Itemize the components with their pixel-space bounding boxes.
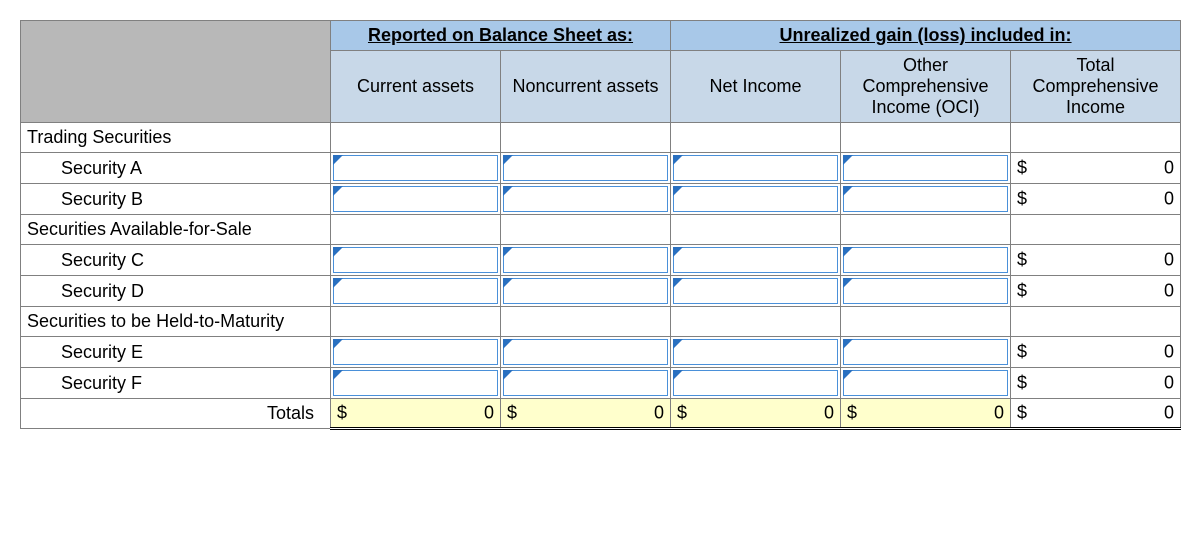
col-oci: Other Comprehensive Income (OCI) xyxy=(841,51,1011,123)
input-e-oci[interactable] xyxy=(843,339,1008,365)
header-group-balance-sheet: Reported on Balance Sheet as: xyxy=(331,21,671,51)
input-b-noncurrent[interactable] xyxy=(503,186,668,212)
totals-tci: $0 xyxy=(1011,399,1181,429)
input-c-noncurrent[interactable] xyxy=(503,247,668,273)
computed-c-value: 0 xyxy=(1164,250,1174,271)
row-security-a-label: Security A xyxy=(21,153,331,184)
totals-current: $0 xyxy=(331,399,501,429)
computed-a: $0 xyxy=(1011,153,1181,184)
header-group-unrealized: Unrealized gain (loss) included in: xyxy=(671,21,1181,51)
col-net-income: Net Income xyxy=(671,51,841,123)
totals-oci: $0 xyxy=(841,399,1011,429)
currency-symbol: $ xyxy=(1017,403,1027,424)
row-security-c: Security C $0 xyxy=(21,245,1181,276)
input-f-noncurrent[interactable] xyxy=(503,370,668,396)
row-security-e: Security E $0 xyxy=(21,337,1181,368)
row-security-c-label: Security C xyxy=(21,245,331,276)
currency-symbol: $ xyxy=(507,403,517,424)
row-security-b: Security B $0 xyxy=(21,184,1181,215)
totals-noncurrent-value: 0 xyxy=(654,403,664,424)
row-security-e-label: Security E xyxy=(21,337,331,368)
currency-symbol: $ xyxy=(677,403,687,424)
input-e-current[interactable] xyxy=(333,339,498,365)
row-security-f: Security F $0 xyxy=(21,368,1181,399)
header-group-unrealized-label: Unrealized gain (loss) included in: xyxy=(780,25,1072,45)
input-e-noncurrent[interactable] xyxy=(503,339,668,365)
header-row-groups: Reported on Balance Sheet as: Unrealized… xyxy=(21,21,1181,51)
input-d-netincome[interactable] xyxy=(673,278,838,304)
totals-tci-value: 0 xyxy=(1164,403,1174,424)
totals-netincome: $0 xyxy=(671,399,841,429)
input-c-netincome[interactable] xyxy=(673,247,838,273)
header-corner xyxy=(21,21,331,123)
input-d-current[interactable] xyxy=(333,278,498,304)
computed-c: $0 xyxy=(1011,245,1181,276)
totals-label: Totals xyxy=(21,399,331,429)
section-trading: Trading Securities xyxy=(21,123,1181,153)
row-security-a: Security A $0 xyxy=(21,153,1181,184)
currency-symbol: $ xyxy=(1017,189,1027,210)
header-group-balance-sheet-label: Reported on Balance Sheet as: xyxy=(368,25,633,45)
section-htm: Securities to be Held-to-Maturity xyxy=(21,307,1181,337)
col-total-ci: Total Comprehensive Income xyxy=(1011,51,1181,123)
input-b-current[interactable] xyxy=(333,186,498,212)
computed-e-value: 0 xyxy=(1164,342,1174,363)
currency-symbol: $ xyxy=(847,403,857,424)
row-security-b-label: Security B xyxy=(21,184,331,215)
input-d-oci[interactable] xyxy=(843,278,1008,304)
currency-symbol: $ xyxy=(1017,342,1027,363)
currency-symbol: $ xyxy=(337,403,347,424)
computed-b: $0 xyxy=(1011,184,1181,215)
input-d-noncurrent[interactable] xyxy=(503,278,668,304)
input-f-current[interactable] xyxy=(333,370,498,396)
currency-symbol: $ xyxy=(1017,373,1027,394)
input-a-oci[interactable] xyxy=(843,155,1008,181)
row-security-f-label: Security F xyxy=(21,368,331,399)
computed-b-value: 0 xyxy=(1164,189,1174,210)
computed-d-value: 0 xyxy=(1164,281,1174,302)
input-c-oci[interactable] xyxy=(843,247,1008,273)
row-totals: Totals $0 $0 $0 $0 $0 xyxy=(21,399,1181,429)
input-f-netincome[interactable] xyxy=(673,370,838,396)
section-trading-label: Trading Securities xyxy=(21,123,331,153)
input-a-netincome[interactable] xyxy=(673,155,838,181)
row-security-d-label: Security D xyxy=(21,276,331,307)
col-current-assets: Current assets xyxy=(331,51,501,123)
currency-symbol: $ xyxy=(1017,281,1027,302)
computed-a-value: 0 xyxy=(1164,158,1174,179)
securities-table: Reported on Balance Sheet as: Unrealized… xyxy=(20,20,1181,430)
computed-d: $0 xyxy=(1011,276,1181,307)
input-b-netincome[interactable] xyxy=(673,186,838,212)
totals-current-value: 0 xyxy=(484,403,494,424)
section-afs: Securities Available-for-Sale xyxy=(21,215,1181,245)
totals-oci-value: 0 xyxy=(994,403,1004,424)
section-afs-label: Securities Available-for-Sale xyxy=(21,215,331,245)
computed-f: $0 xyxy=(1011,368,1181,399)
col-noncurrent-assets: Noncurrent assets xyxy=(501,51,671,123)
input-a-noncurrent[interactable] xyxy=(503,155,668,181)
computed-e: $0 xyxy=(1011,337,1181,368)
row-security-d: Security D $0 xyxy=(21,276,1181,307)
section-htm-label: Securities to be Held-to-Maturity xyxy=(21,307,331,337)
input-b-oci[interactable] xyxy=(843,186,1008,212)
computed-f-value: 0 xyxy=(1164,373,1174,394)
totals-netincome-value: 0 xyxy=(824,403,834,424)
currency-symbol: $ xyxy=(1017,158,1027,179)
input-c-current[interactable] xyxy=(333,247,498,273)
input-e-netincome[interactable] xyxy=(673,339,838,365)
input-a-current[interactable] xyxy=(333,155,498,181)
input-f-oci[interactable] xyxy=(843,370,1008,396)
currency-symbol: $ xyxy=(1017,250,1027,271)
totals-noncurrent: $0 xyxy=(501,399,671,429)
